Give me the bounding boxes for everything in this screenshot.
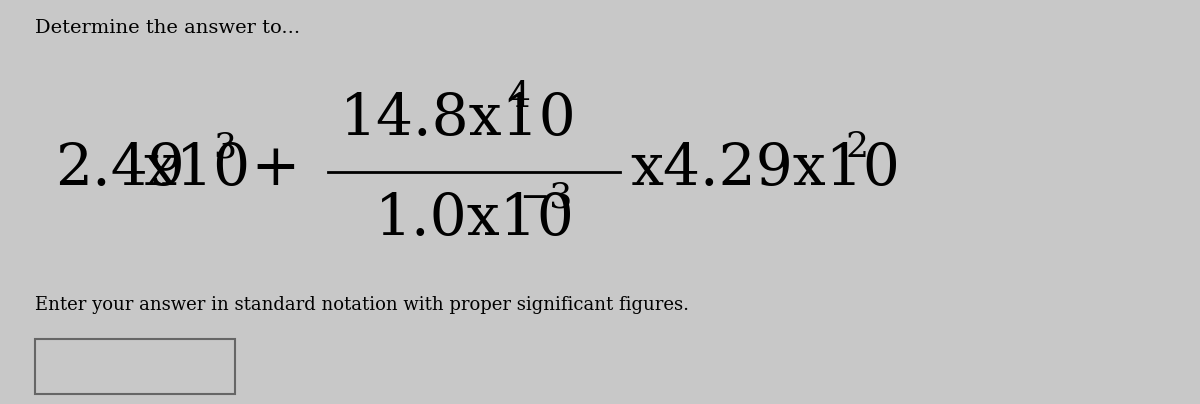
Text: +: +	[233, 141, 300, 197]
Text: Determine the answer to...: Determine the answer to...	[35, 19, 300, 37]
Text: x10: x10	[143, 141, 250, 197]
Text: −3: −3	[520, 180, 572, 214]
Text: 1.0x10: 1.0x10	[374, 191, 575, 247]
Text: x4.29x10: x4.29x10	[630, 141, 900, 197]
Text: 2: 2	[846, 130, 869, 164]
Text: 14.8x10: 14.8x10	[340, 91, 577, 147]
Text: 2.49: 2.49	[55, 141, 185, 197]
Text: 3: 3	[214, 130, 236, 164]
Text: Enter your answer in standard notation with proper significant figures.: Enter your answer in standard notation w…	[35, 296, 689, 314]
Text: 4: 4	[508, 80, 530, 114]
